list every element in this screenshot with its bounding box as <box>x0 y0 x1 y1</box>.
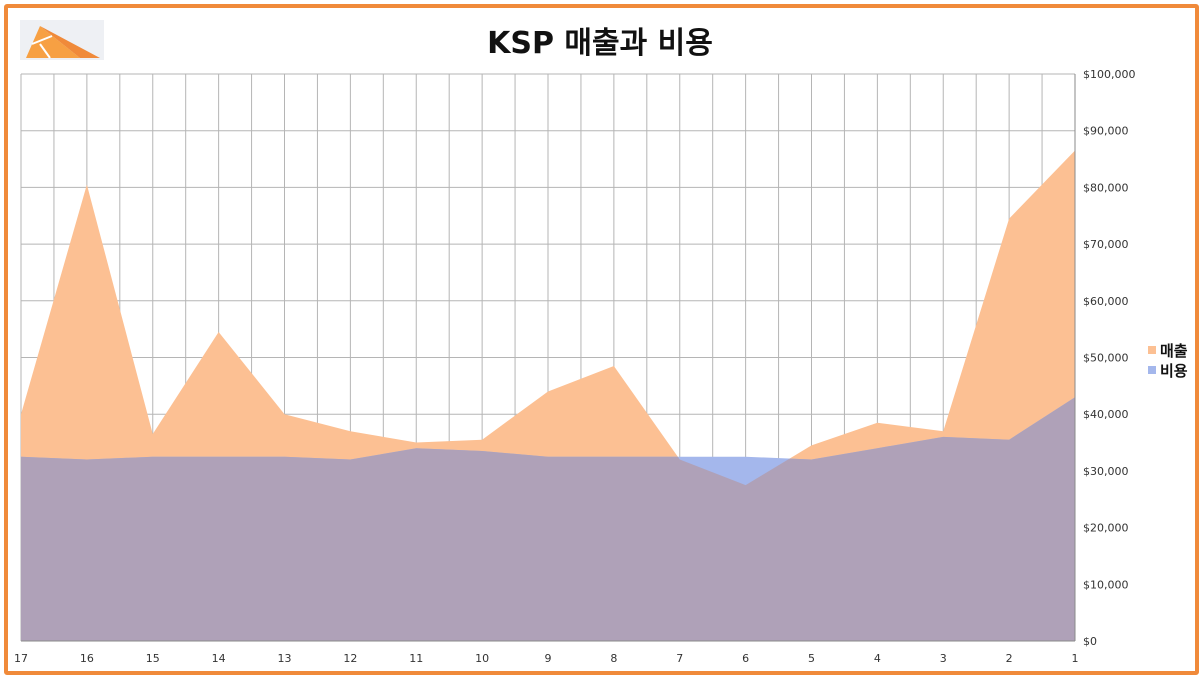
x-tick-label: 1 <box>1072 652 1079 665</box>
y-tick-label: $60,000 <box>1083 295 1129 308</box>
x-tick-label: 17 <box>14 652 28 665</box>
x-tick-label: 6 <box>742 652 749 665</box>
x-tick-label: 12 <box>343 652 357 665</box>
y-tick-label: $50,000 <box>1083 352 1129 365</box>
y-tick-label: $100,000 <box>1083 68 1136 81</box>
y-tick-label: $10,000 <box>1083 578 1129 591</box>
x-tick-label: 15 <box>146 652 160 665</box>
y-tick-label: $20,000 <box>1083 522 1129 535</box>
legend-swatch-revenue <box>1148 346 1156 354</box>
x-tick-label: 16 <box>80 652 94 665</box>
legend-label-revenue: 매출 <box>1160 341 1188 360</box>
legend-item-revenue: 매출 <box>1148 340 1188 360</box>
x-tick-label: 8 <box>610 652 617 665</box>
x-tick-label: 13 <box>278 652 292 665</box>
x-tick-label: 11 <box>409 652 423 665</box>
chart-title: KSP 매출과 비용 <box>487 26 713 61</box>
y-tick-label: $90,000 <box>1083 125 1129 138</box>
legend-label-expense: 비용 <box>1160 361 1188 380</box>
legend-swatch-expense <box>1148 366 1156 374</box>
y-tick-label: $40,000 <box>1083 408 1129 421</box>
x-tick-label: 9 <box>545 652 552 665</box>
x-tick-label: 14 <box>212 652 226 665</box>
legend: 매출 비용 <box>1148 340 1188 380</box>
y-tick-label: $0 <box>1083 635 1097 648</box>
x-tick-label: 3 <box>940 652 947 665</box>
y-tick-label: $70,000 <box>1083 238 1129 251</box>
y-tick-label: $80,000 <box>1083 181 1129 194</box>
x-tick-label: 2 <box>1006 652 1013 665</box>
x-tick-label: 4 <box>874 652 881 665</box>
x-tick-label: 7 <box>676 652 683 665</box>
x-tick-label: 10 <box>475 652 489 665</box>
legend-item-expense: 비용 <box>1148 360 1188 380</box>
logo-mark <box>26 26 100 59</box>
x-tick-label: 5 <box>808 652 815 665</box>
logo <box>20 20 104 60</box>
y-tick-label: $30,000 <box>1083 465 1129 478</box>
overlap-area <box>21 397 1075 641</box>
